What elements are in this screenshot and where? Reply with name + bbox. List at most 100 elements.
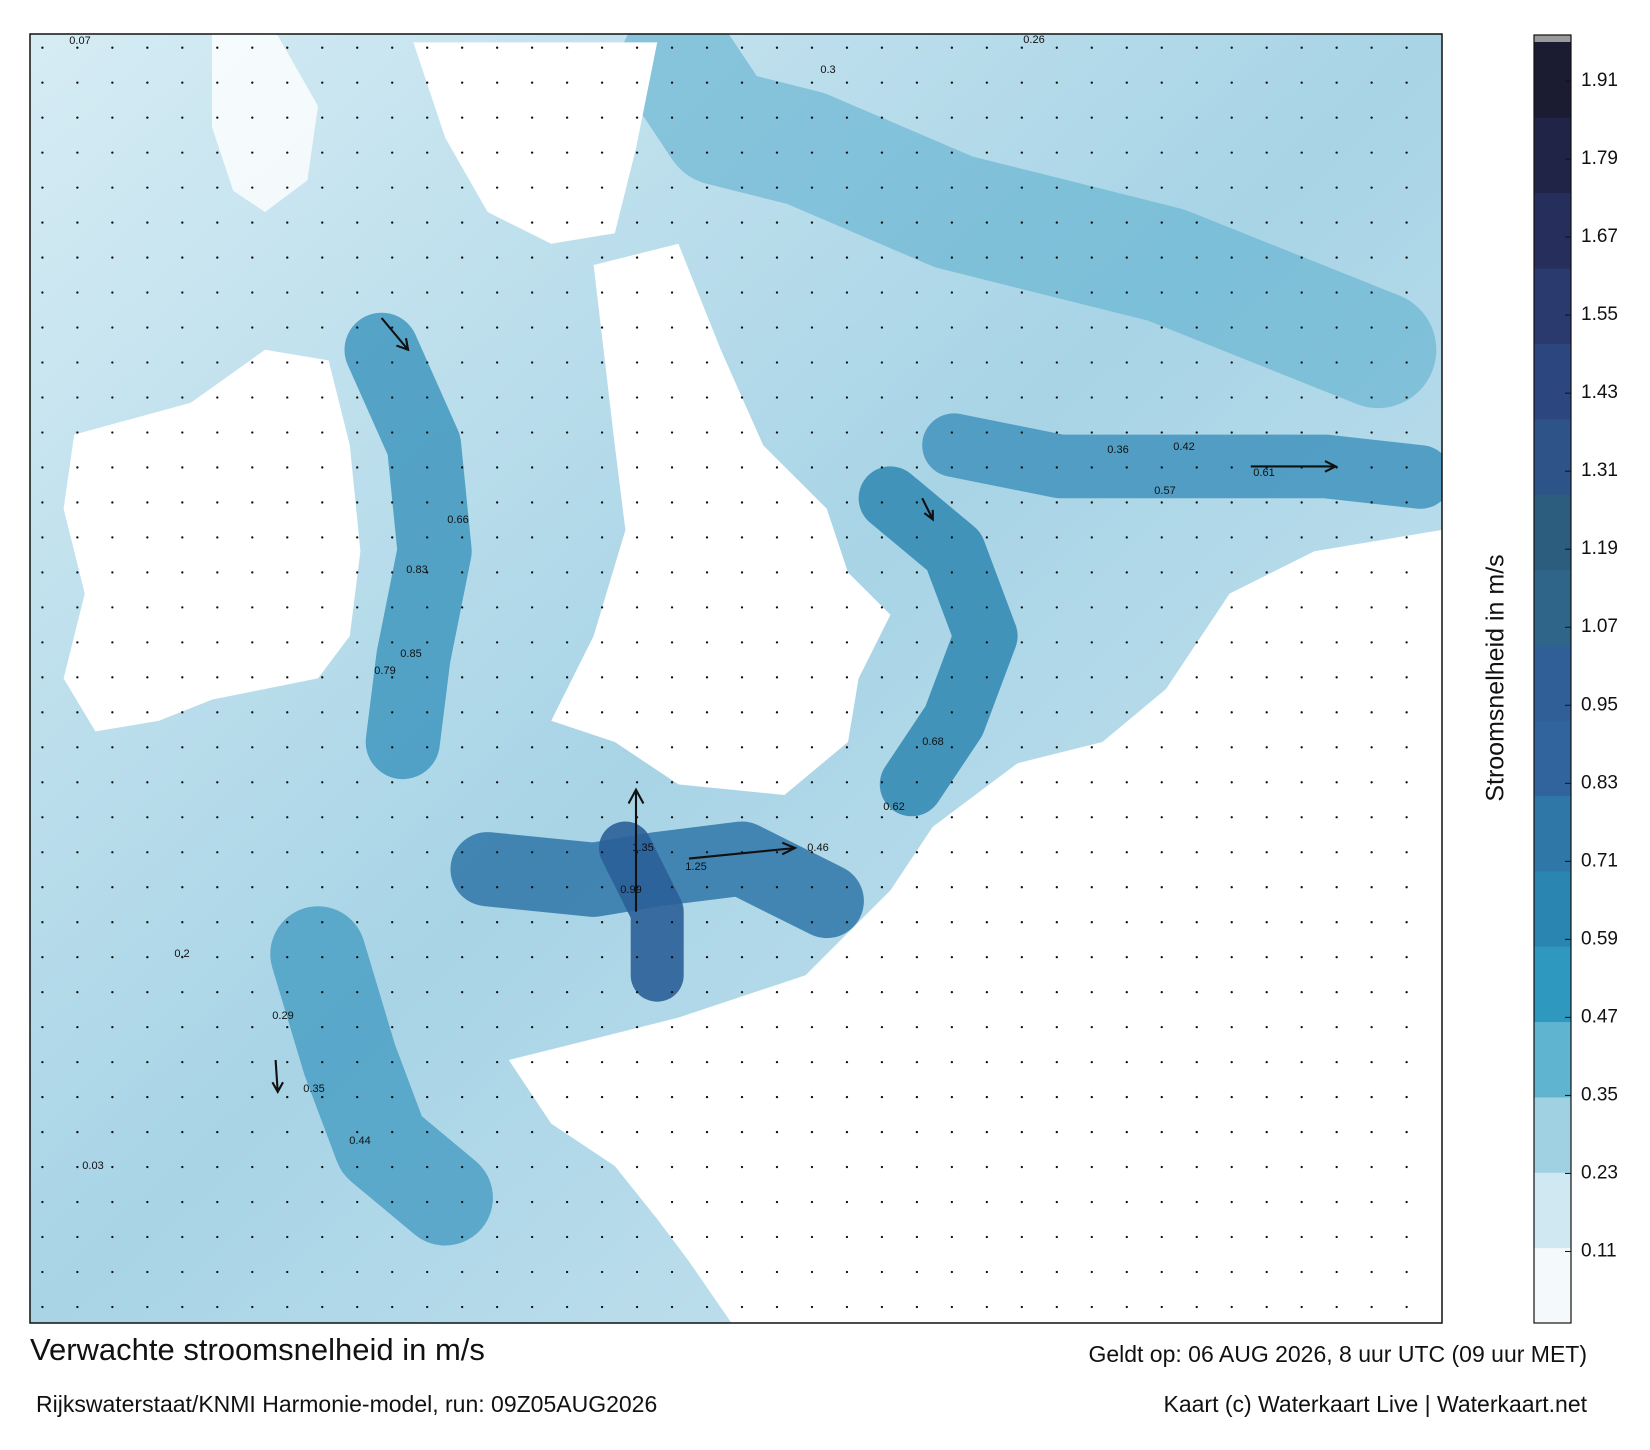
grid-dot [1405, 536, 1408, 539]
grid-dot [1090, 990, 1093, 994]
grid-dot [216, 676, 219, 679]
grid-dot [600, 746, 604, 749]
grid-dot [356, 81, 359, 84]
grid-dot [460, 851, 464, 854]
grid-dot [76, 711, 79, 714]
grid-dot [1160, 1095, 1163, 1099]
current-label: 0.46 [807, 842, 828, 854]
grid-dot [600, 501, 604, 504]
grid-dot [216, 536, 219, 539]
grid-dot [1335, 291, 1338, 294]
grid-dot [1055, 1270, 1058, 1274]
grid-dot [565, 1165, 569, 1169]
grid-dot [1160, 1235, 1163, 1239]
grid-dot [321, 466, 324, 469]
grid-dot [460, 921, 464, 924]
grid-dot [600, 921, 604, 924]
grid-dot [565, 956, 569, 959]
grid-dot [1195, 256, 1198, 259]
current-labels: 1.35 1.25 0.99 0.85 0.79 0.66 0.83 0.61 … [69, 34, 1274, 1172]
grid-dot [565, 431, 569, 434]
grid-dot [321, 46, 324, 49]
grid-dot [1160, 186, 1163, 189]
grid-dot [950, 781, 954, 784]
grid-dot [1020, 851, 1024, 854]
grid-dot [251, 746, 254, 749]
grid-dot [530, 81, 534, 84]
grid-dot [775, 81, 779, 84]
grid-dot [356, 1270, 359, 1274]
grid-dot [880, 956, 884, 959]
grid-dot [1300, 746, 1303, 749]
grid-dot [251, 186, 254, 189]
grid-dot [181, 1130, 184, 1134]
grid-dot [41, 1270, 44, 1274]
grid-dot [321, 641, 324, 644]
grid-dot [635, 746, 639, 749]
grid-dot [391, 1060, 394, 1064]
grid-dot [775, 1025, 779, 1029]
current-label: 0.26 [1023, 34, 1044, 46]
grid-dot [705, 186, 709, 189]
grid-dot [635, 46, 639, 49]
grid-dot [1055, 1200, 1058, 1204]
grid-dot [845, 221, 849, 224]
grid-dot [1195, 81, 1198, 84]
grid-dot [1090, 186, 1093, 189]
grid-dot [76, 921, 79, 924]
grid-dot [635, 256, 639, 259]
grid-dot [1160, 676, 1163, 679]
grid-dot [391, 256, 394, 259]
grid-dot [1300, 1165, 1303, 1169]
grid-dot [356, 291, 359, 294]
grid-dot [1195, 466, 1198, 469]
current-label: 0.29 [272, 1010, 293, 1022]
grid-dot [41, 501, 44, 504]
grid-dot [1020, 1060, 1024, 1064]
current-label: 0.44 [349, 1135, 370, 1147]
grid-dot [1020, 186, 1024, 189]
colorbar-band [1534, 1172, 1571, 1249]
grid-dot [356, 641, 359, 644]
grid-dot [740, 886, 744, 889]
grid-dot [635, 1095, 639, 1099]
grid-dot [705, 396, 709, 399]
grid-dot [1195, 1025, 1198, 1029]
grid-dot [495, 921, 499, 924]
grid-dot [1160, 1060, 1163, 1064]
grid-dot [775, 256, 779, 259]
grid-dot [111, 186, 114, 189]
grid-dot [1160, 221, 1163, 224]
grid-dot [670, 606, 674, 609]
grid-dot [460, 1200, 464, 1204]
grid-dot [1265, 781, 1268, 784]
grid-dot [1265, 641, 1268, 644]
grid-dot [321, 956, 324, 959]
grid-dot [460, 1165, 464, 1169]
grid-dot [76, 221, 79, 224]
grid-dot [495, 326, 499, 329]
current-label: 0.07 [69, 35, 90, 47]
colorbar-band [1534, 1247, 1571, 1324]
grid-dot [740, 116, 744, 119]
grid-dot [810, 990, 814, 994]
grid-dot [670, 816, 674, 819]
grid-dot [1160, 291, 1163, 294]
grid-dot [1405, 501, 1408, 504]
grid-dot [1055, 711, 1058, 714]
grid-dot [1265, 990, 1268, 994]
grid-dot [915, 1200, 919, 1204]
grid-dot [391, 886, 394, 889]
grid-dot [1160, 711, 1163, 714]
grid-dot [251, 501, 254, 504]
grid-dot [426, 816, 429, 819]
grid-dot [705, 81, 709, 84]
grid-dot [740, 221, 744, 224]
grid-dot [950, 990, 954, 994]
grid-dot [635, 396, 639, 399]
grid-dot [460, 641, 464, 644]
grid-dot [181, 151, 184, 154]
colorbar-band [1534, 117, 1571, 194]
grid-dot [635, 116, 639, 119]
grid-dot [146, 990, 149, 994]
